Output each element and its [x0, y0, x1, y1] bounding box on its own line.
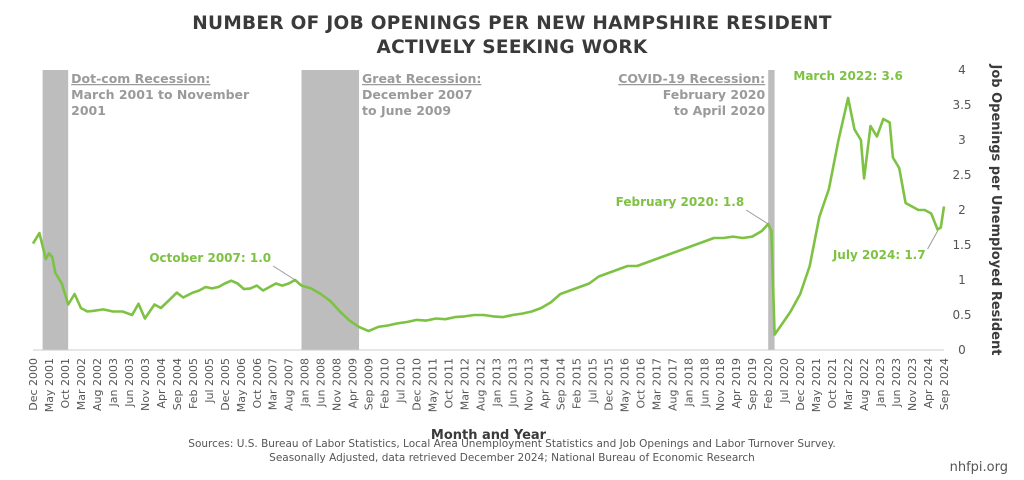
x-tick-label-37: May 2016 — [618, 358, 631, 412]
x-tick-label-28: Aug 2012 — [475, 358, 488, 411]
x-tick-label-36: Dec 2015 — [602, 358, 615, 411]
x-tick-label-1: May 2001 — [43, 358, 56, 412]
recession-band-1 — [301, 70, 360, 350]
x-tick-label-56: Apr 2024 — [922, 358, 935, 409]
annotation-leader-3 — [927, 230, 939, 250]
x-tick-label-22: Feb 2010 — [379, 358, 392, 409]
x-tick-label-29: Jan 2013 — [490, 358, 503, 407]
annotation-label-3: July 2024: 1.7 — [832, 248, 926, 262]
chart-title-line-1: NUMBER OF JOB OPENINGS PER NEW HAMPSHIRE… — [192, 13, 832, 34]
x-tick-label-13: May 2006 — [235, 358, 248, 412]
x-tick-label-23: Jul 2010 — [395, 358, 408, 404]
x-tick-label-6: Jun 2003 — [123, 358, 136, 408]
x-tick-label-30: Jun 2013 — [506, 358, 519, 408]
x-tick-label-32: Apr 2014 — [538, 358, 551, 409]
x-tick-label-4: Aug 2002 — [91, 358, 104, 411]
y-tick-label-1: 0.5 — [952, 308, 971, 322]
x-tick-label-11: Jul 2005 — [203, 358, 216, 404]
y-tick-label-2: 1 — [958, 273, 966, 287]
x-tick-label-12: Dec 2005 — [219, 358, 232, 411]
x-tick-label-52: Aug 2022 — [858, 358, 871, 411]
x-tick-label-3: Mar 2002 — [75, 358, 88, 410]
x-tick-label-24: Dec 2010 — [411, 358, 424, 411]
x-tick-label-43: Nov 2018 — [714, 358, 727, 411]
x-tick-label-18: Jun 2008 — [315, 358, 328, 408]
x-tick-label-45: Sep 2019 — [746, 358, 759, 410]
recession-band-0 — [42, 70, 69, 350]
recession-label-0-0: Dot-com Recession: — [71, 71, 210, 86]
x-tick-label-8: Apr 2004 — [155, 358, 168, 409]
x-tick-label-49: May 2021 — [810, 358, 823, 412]
x-tick-label-34: Feb 2015 — [570, 358, 583, 409]
x-tick-label-0: Dec 2000 — [27, 358, 40, 411]
x-tick-label-25: May 2011 — [427, 358, 440, 412]
annotation-label-2: March 2022: 3.6 — [793, 69, 902, 83]
y-tick-label-7: 3.5 — [952, 98, 971, 112]
y-tick-label-6: 3 — [958, 133, 966, 147]
x-tick-label-51: Mar 2022 — [842, 358, 855, 410]
x-tick-label-14: Oct 2006 — [251, 358, 264, 409]
recession-label-1-2: to June 2009 — [362, 103, 451, 118]
x-tick-label-57: Sep 2024 — [938, 358, 951, 410]
x-tick-label-2: Oct 2001 — [59, 358, 72, 409]
x-tick-label-41: Jan 2018 — [682, 358, 695, 407]
x-tick-label-20: Apr 2009 — [347, 358, 360, 409]
x-tick-label-35: Jul 2015 — [586, 358, 599, 404]
x-tick-label-47: Jul 2020 — [778, 358, 791, 404]
y-axis-title: Job Openings per Unemployed Resident — [988, 64, 1003, 356]
x-axis-title: Month and Year — [431, 428, 547, 443]
source-note-line-2: Seasonally Adjusted, data retrieved Dece… — [269, 452, 755, 464]
x-tick-label-53: Jan 2023 — [874, 358, 887, 407]
x-tick-label-16: Aug 2007 — [283, 358, 296, 411]
x-tick-label-33: Sep 2014 — [554, 358, 567, 410]
x-tick-label-38: Oct 2016 — [634, 358, 647, 409]
x-tick-label-39: Mar 2017 — [650, 358, 663, 410]
x-tick-label-9: Sep 2004 — [171, 358, 184, 410]
x-tick-label-15: Mar 2007 — [267, 358, 280, 410]
x-tick-label-48: Dec 2020 — [794, 358, 807, 411]
x-tick-label-50: Oct 2021 — [826, 358, 839, 409]
recession-label-0-1: March 2001 to November — [71, 87, 250, 102]
y-tick-label-5: 2.5 — [952, 168, 971, 182]
chart-title-line-2: ACTIVELY SEEKING WORK — [376, 37, 648, 58]
y-tick-label-3: 1.5 — [952, 238, 971, 252]
annotation-leader-0 — [272, 265, 296, 281]
annotation-leader-1 — [745, 209, 769, 225]
x-tick-label-44: Apr 2019 — [730, 358, 743, 409]
x-tick-label-42: Jun 2018 — [698, 358, 711, 408]
x-tick-label-19: Nov 2008 — [331, 358, 344, 411]
x-tick-label-5: Jan 2003 — [107, 358, 120, 407]
recession-band-2 — [768, 70, 775, 350]
recession-label-0-2: 2001 — [71, 103, 106, 118]
x-tick-label-17: Jan 2008 — [299, 358, 312, 407]
series-line — [31, 96, 946, 336]
source-note-line-1: Sources: U.S. Bureau of Labor Statistics… — [188, 438, 836, 450]
recession-label-2-1: February 2020 — [663, 87, 766, 102]
x-tick-label-40: Aug 2017 — [666, 358, 679, 411]
x-tick-label-10: Feb 2005 — [187, 358, 200, 409]
x-tick-label-55: Nov 2023 — [906, 358, 919, 411]
x-tick-label-46: Feb 2020 — [762, 358, 775, 409]
recession-label-1-0: Great Recession: — [362, 71, 481, 86]
x-tick-label-27: Mar 2012 — [459, 358, 472, 410]
x-tick-label-21: Sep 2009 — [363, 358, 376, 410]
recession-label-1-1: December 2007 — [362, 87, 473, 102]
recession-label-2-0: COVID-19 Recession: — [618, 71, 765, 86]
brand-label: nhfpi.org — [949, 460, 1008, 475]
x-tick-label-54: Jun 2023 — [890, 358, 903, 408]
y-tick-label-8: 4 — [958, 63, 966, 77]
recession-label-2-2: to April 2020 — [674, 103, 766, 118]
x-tick-label-31: Nov 2013 — [522, 358, 535, 411]
x-tick-label-7: Nov 2003 — [139, 358, 152, 411]
y-tick-label-4: 2 — [958, 203, 966, 217]
annotation-label-0: October 2007: 1.0 — [149, 251, 271, 265]
x-tick-label-26: Oct 2011 — [443, 358, 456, 409]
annotation-label-1: February 2020: 1.8 — [616, 195, 745, 209]
y-tick-label-0: 0 — [958, 343, 966, 357]
